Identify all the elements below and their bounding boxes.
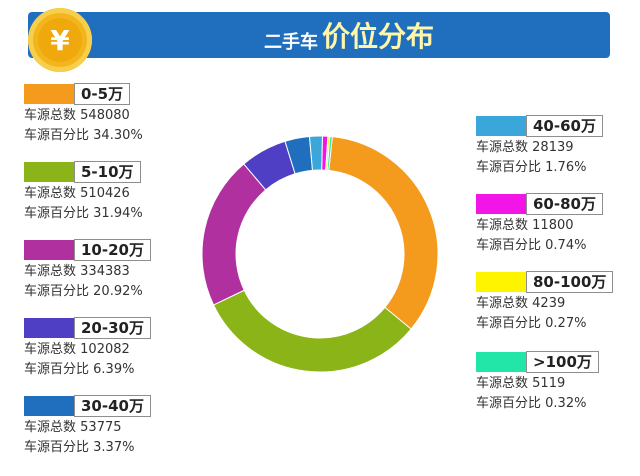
legend-label: 20-30万	[74, 317, 151, 339]
legend-count: 车源总数 102082	[24, 342, 130, 357]
legend-label: 40-60万	[526, 115, 603, 137]
legend-count: 车源总数 4239	[476, 296, 566, 311]
legend-swatch	[476, 272, 526, 292]
legend-label: 30-40万	[74, 395, 151, 417]
legend-count: 车源总数 11800	[476, 218, 574, 233]
legend-percent: 车源百分比 20.92%	[24, 284, 143, 299]
legend-swatch	[24, 240, 74, 260]
legend-percent: 车源百分比 0.27%	[476, 316, 587, 331]
legend-percent: 车源百分比 34.30%	[24, 128, 143, 143]
legend-item-60-80: 60-80万 车源总数 11800 车源百分比 0.74%	[476, 192, 640, 256]
legend-count: 车源总数 53775	[24, 420, 122, 435]
legend-label: 80-100万	[526, 271, 614, 293]
donut-slice-1	[212, 289, 412, 373]
legend-count: 车源总数 548080	[24, 108, 130, 123]
legend-item-40-60: 40-60万 车源总数 28139 车源百分比 1.76%	[476, 114, 640, 178]
legend-count: 车源总数 5119	[476, 376, 566, 391]
legend-item-0-5: 0-5万 车源总数 548080 车源百分比 34.30%	[24, 82, 214, 146]
legend-percent: 车源百分比 0.74%	[476, 238, 587, 253]
legend-label: 10-20万	[74, 239, 151, 261]
legend-swatch	[24, 396, 74, 416]
legend-item-20-30: 20-30万 车源总数 102082 车源百分比 6.39%	[24, 316, 214, 380]
legend-item-100-plus: >100万 车源总数 5119 车源百分比 0.32%	[476, 350, 640, 414]
legend-count: 车源总数 510426	[24, 186, 130, 201]
legend-item-5-10: 5-10万 车源总数 510426 车源百分比 31.94%	[24, 160, 214, 224]
legend-count: 车源总数 28139	[476, 140, 574, 155]
legend-item-30-40: 30-40万 车源总数 53775 车源百分比 3.37%	[24, 394, 214, 458]
legend-item-80-100: 80-100万 车源总数 4239 车源百分比 0.27%	[476, 270, 640, 334]
donut-slice-2	[201, 163, 267, 306]
title-part-1: 二手车	[264, 32, 318, 53]
legend-percent: 车源百分比 31.94%	[24, 206, 143, 221]
title-part-2: 价位分布	[322, 20, 435, 53]
legend-percent: 车源百分比 0.32%	[476, 396, 587, 411]
legend-percent: 车源百分比 1.76%	[476, 160, 587, 175]
legend-swatch	[476, 116, 526, 136]
yuan-symbol: ¥	[38, 18, 82, 62]
legend-label: >100万	[526, 351, 599, 373]
legend-swatch	[24, 162, 74, 182]
legend-swatch	[476, 194, 526, 214]
yuan-coin-icon: ¥	[28, 8, 92, 72]
legend-label: 60-80万	[526, 193, 603, 215]
title-bar	[28, 12, 610, 58]
legend-item-10-20: 10-20万 车源总数 334383 车源百分比 20.92%	[24, 238, 214, 302]
legend-swatch	[24, 84, 74, 104]
legend-label: 5-10万	[74, 161, 141, 183]
legend-label: 0-5万	[74, 83, 131, 105]
legend-percent: 车源百分比 6.39%	[24, 362, 135, 377]
donut-chart	[201, 135, 439, 373]
donut-slice-0	[328, 136, 439, 330]
legend-swatch	[24, 318, 74, 338]
legend-percent: 车源百分比 3.37%	[24, 440, 135, 455]
donut-slice-8	[326, 135, 333, 172]
legend-swatch	[476, 352, 526, 372]
page-title: 二手车 价位分布	[264, 18, 434, 54]
legend-count: 车源总数 334383	[24, 264, 130, 279]
